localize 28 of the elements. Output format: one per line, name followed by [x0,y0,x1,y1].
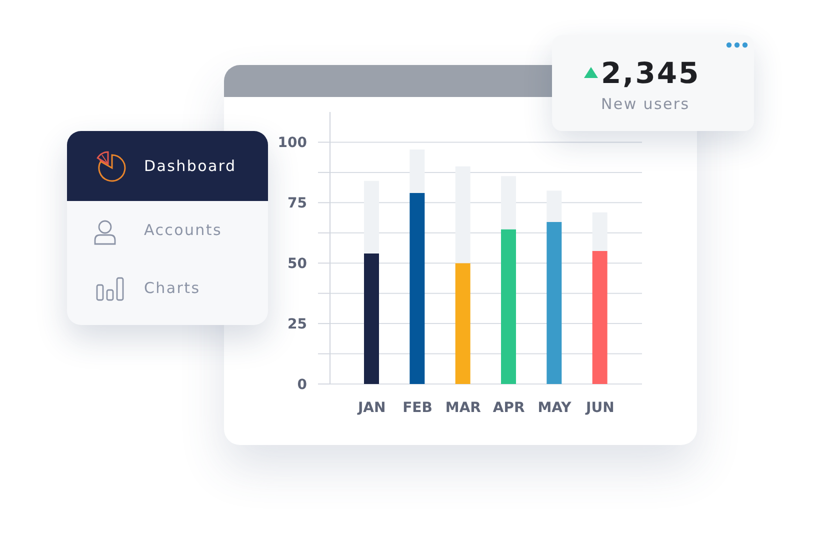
bar [364,180,379,254]
text: Charts [144,279,200,297]
bar [501,229,516,384]
x-tick-label: JAN [356,400,386,416]
text: 2,345 [601,56,700,90]
bar [546,190,562,222]
x-tick-label: JUN [585,400,614,416]
y-tick-label: 100 [278,135,308,152]
y-tick-label: 75 [288,196,307,212]
y-tick-label: 0 [297,376,308,393]
x-tick-label: APR [492,400,525,416]
bar [592,251,608,384]
x-tick-label: MAY [538,400,572,416]
x-tick-label: MAR [445,400,482,416]
x-tick-label: FEB [402,400,432,416]
bar [410,192,425,384]
text: Accounts [144,221,222,239]
bar [410,149,425,193]
y-tick-label: 50 [288,256,308,272]
text: Dashboard [144,157,236,175]
bar [592,212,608,252]
bar [501,176,516,230]
y-tick-label: 25 [288,316,307,333]
bar [364,253,379,384]
bar [455,263,470,384]
bar [546,222,562,384]
bar [455,166,470,264]
annotation: New users [601,94,690,114]
